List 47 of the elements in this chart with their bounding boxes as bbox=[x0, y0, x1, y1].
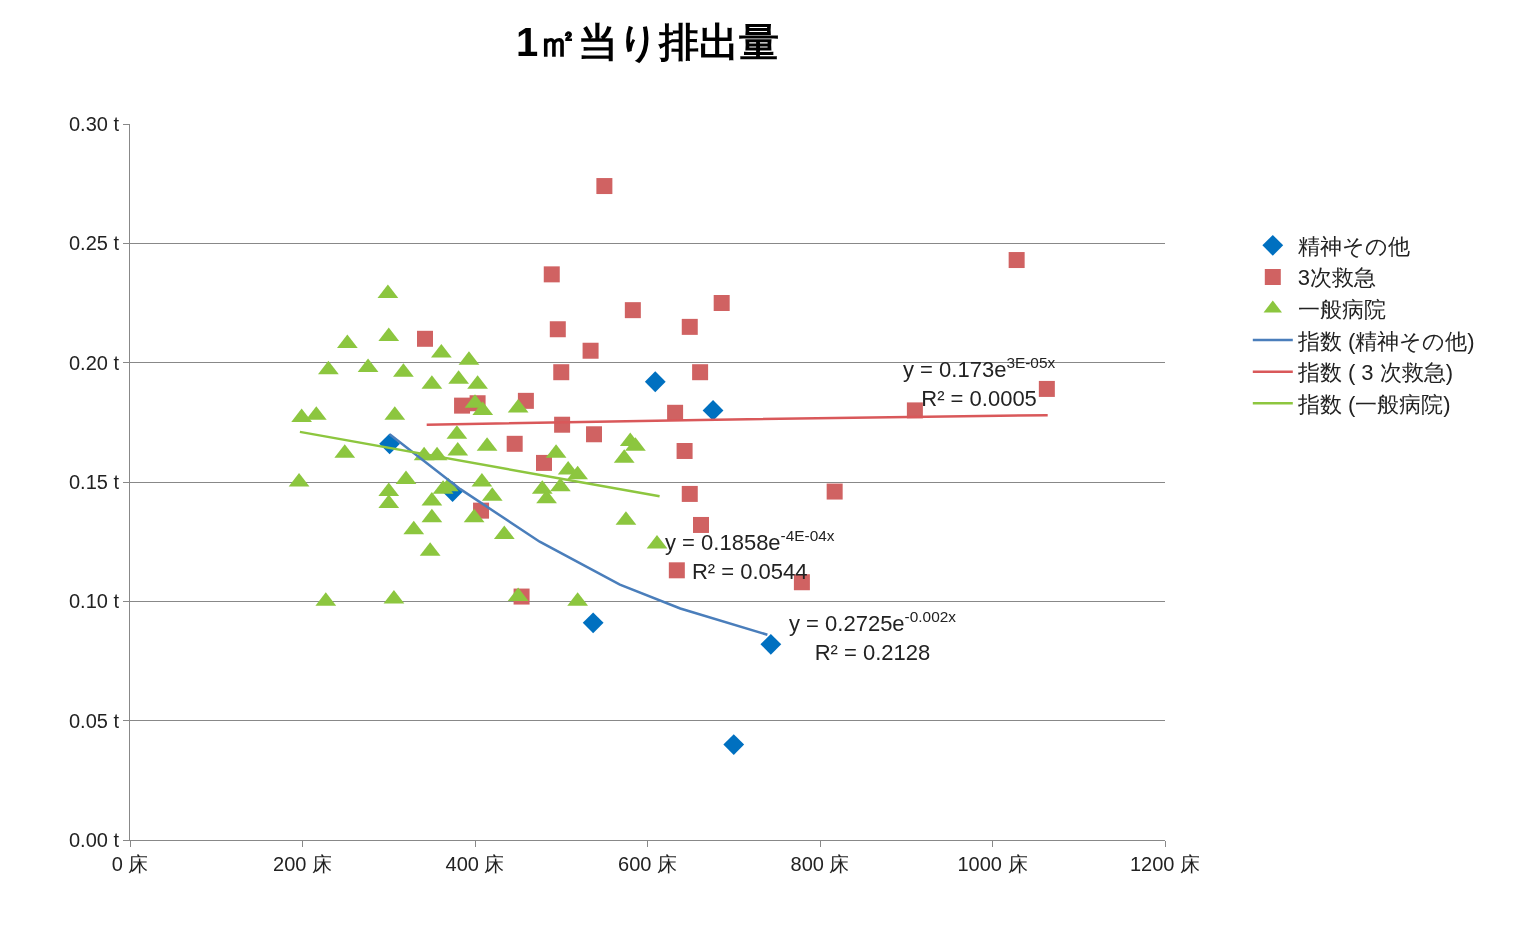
point bbox=[702, 400, 724, 421]
x-tick-label: 400 床 bbox=[445, 853, 505, 875]
x-tick-label: 1000 床 bbox=[957, 853, 1028, 875]
point bbox=[1038, 380, 1055, 397]
x-tick-label: 200 床 bbox=[273, 853, 332, 875]
legend-label: 精神その他 bbox=[1297, 233, 1410, 259]
y-tick-label: 0.30 t bbox=[68, 113, 120, 135]
chart-title: 1㎡当り排出量 bbox=[515, 19, 780, 64]
point bbox=[644, 371, 666, 393]
point bbox=[1008, 252, 1025, 269]
y-tick-label: 0.00 t bbox=[68, 829, 120, 851]
point bbox=[681, 318, 698, 335]
annotation: y = 0.1858e$^{-4E-04x}$ R² = 0.0544 bbox=[665, 527, 835, 584]
x-tick-label: 1200 床 bbox=[1129, 853, 1201, 875]
x-tick-label: 800 床 bbox=[790, 853, 850, 875]
point bbox=[586, 426, 603, 443]
x-tick-label: 600 床 bbox=[618, 853, 677, 875]
legend-label: 指数 (一般病院) bbox=[1296, 391, 1451, 417]
annotation: y = 0.173e$^{3E-05x}$ R² = 0.0005 bbox=[903, 354, 1056, 411]
y-tick-label: 0.15 t bbox=[68, 471, 120, 493]
y-tick-label: 0.05 t bbox=[68, 709, 120, 732]
point bbox=[692, 516, 709, 533]
point bbox=[549, 321, 566, 338]
point bbox=[596, 178, 613, 195]
legend-label: 一般病院 bbox=[1297, 297, 1386, 323]
legend-label: 指数 ( 3 次救急) bbox=[1296, 360, 1454, 386]
point bbox=[536, 454, 552, 471]
point bbox=[713, 295, 730, 311]
x-tick-label: 0 床 bbox=[111, 853, 149, 875]
legend-label: 3次救急 bbox=[1297, 265, 1377, 291]
y-tick-label: 0.25 t bbox=[68, 232, 120, 255]
point bbox=[582, 342, 599, 359]
point bbox=[550, 477, 571, 492]
legend-label: 指数 (精神その他) bbox=[1296, 328, 1475, 354]
point bbox=[826, 483, 843, 500]
point bbox=[416, 330, 433, 347]
y-tick-label: 0.10 t bbox=[68, 590, 120, 613]
annotation: y = 0.2725e$^{-0.002x}$ R² = 0.2128 bbox=[789, 608, 957, 665]
point bbox=[553, 364, 570, 381]
point bbox=[681, 485, 698, 502]
y-tick-label: 0.20 t bbox=[68, 351, 120, 374]
point bbox=[543, 266, 560, 283]
point bbox=[454, 397, 471, 414]
point bbox=[676, 442, 693, 459]
point bbox=[624, 302, 641, 319]
point bbox=[506, 435, 523, 452]
point bbox=[692, 364, 709, 381]
